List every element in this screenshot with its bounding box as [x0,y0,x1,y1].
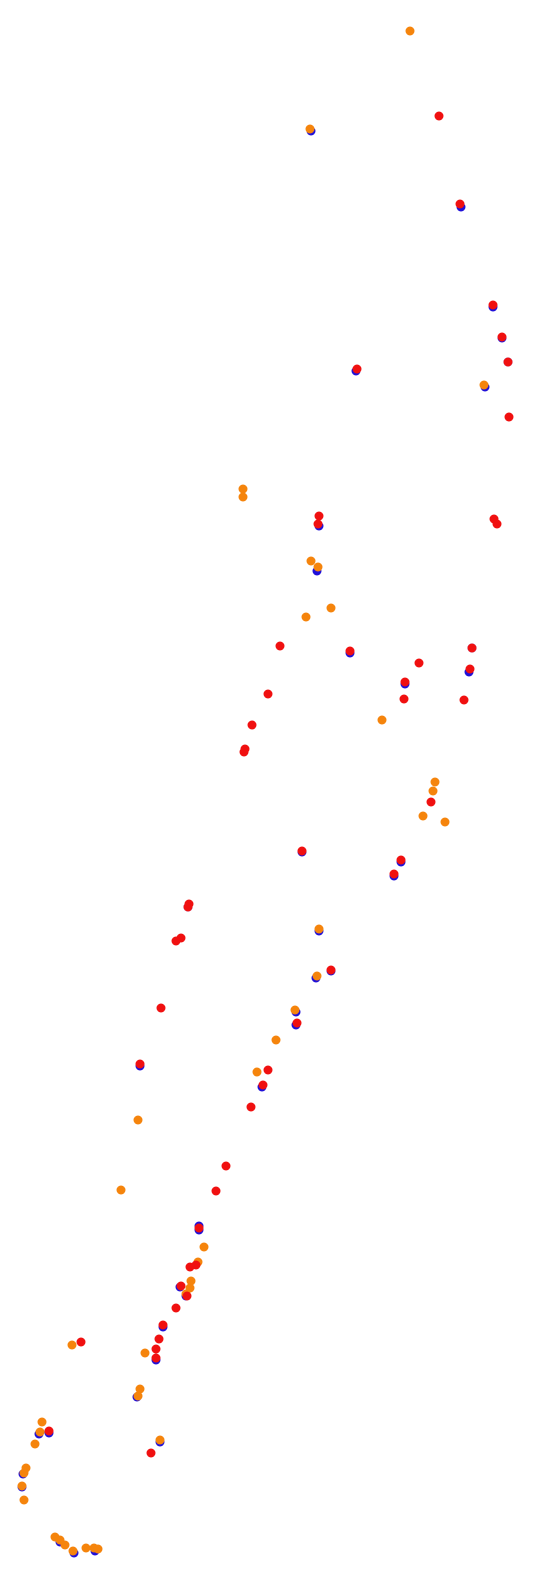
scatter-point [186,1276,196,1286]
scatter-point [135,1384,145,1394]
scatter-point [306,556,316,566]
scatter-point [396,855,406,865]
scatter-point [116,1185,126,1195]
scatter-point [305,124,315,134]
scatter-point [263,689,273,699]
scatter-point [263,1065,273,1075]
scatter-point [314,511,324,521]
scatter-point [440,817,450,827]
scatter-point [140,1348,150,1358]
scatter-point [292,1018,302,1028]
scatter-point [399,694,409,704]
scatter-point [252,1067,262,1077]
scatter-point [430,777,440,787]
scatter-point [158,1320,168,1330]
scatter-point [312,971,322,981]
scatter-point [238,484,248,494]
scatter-point [434,111,444,121]
scatter-point [247,720,257,730]
scatter-point [37,1417,47,1427]
scatter-point [17,1481,27,1491]
scatter-point [405,26,415,36]
scatter-point [504,412,514,422]
scatter-point [93,1544,103,1554]
scatter-point [459,695,469,705]
scatter-point [313,562,323,572]
scatter-point [301,612,311,622]
scatter-point [60,1540,70,1550]
scatter-point [182,1291,192,1301]
scatter-point [221,1161,231,1171]
scatter-point [326,603,336,613]
scatter-point [19,1468,29,1478]
scatter-point [479,380,489,390]
scatter-point [135,1059,145,1069]
scatter-point [211,1186,221,1196]
scatter-point [194,1223,204,1233]
scatter-point [155,1435,165,1445]
scatter-point [297,846,307,856]
scatter-point [352,364,362,374]
scatter-point [133,1391,143,1401]
scatter-point [133,1115,143,1125]
scatter-point [414,658,424,668]
scatter-point [239,747,249,757]
scatter-point [400,677,410,687]
scatter-point [271,1035,281,1045]
scatter-point [146,1448,156,1458]
scatter-point [326,965,336,975]
scatter-point [183,902,193,912]
scatter-point [426,797,436,807]
scatter-point [246,1102,256,1112]
scatter-point [19,1495,29,1505]
scatter-point [81,1543,91,1553]
scatter-point [492,519,502,529]
scatter-point [68,1546,78,1556]
scatter-point [44,1426,54,1436]
scatter-point [151,1353,161,1363]
scatter-point [191,1260,201,1270]
scatter-point [67,1340,77,1350]
scatter-point [35,1427,45,1437]
scatter-point [171,1303,181,1313]
scatter-point [465,664,475,674]
scatter-point [314,924,324,934]
scatter-point [199,1242,209,1252]
scatter-point [497,332,507,342]
scatter-point [258,1080,268,1090]
scatter-point [30,1439,40,1449]
scatter-point [238,492,248,502]
scatter-point [151,1344,161,1354]
scatter-point [503,357,513,367]
scatter-point [467,643,477,653]
scatter-point [171,936,181,946]
scatter-point [389,869,399,879]
scatter-point [313,519,323,529]
scatter-point [290,1005,300,1015]
scatter-point [377,715,387,725]
scatter-point [488,300,498,310]
scatter-point [275,641,285,651]
scatter-point [345,646,355,656]
scatter-point [418,811,428,821]
scatter-point [76,1337,86,1347]
scatter-point [176,1281,186,1291]
scatter-point [156,1003,166,1013]
scatter-point [455,199,465,209]
scatter-point [428,786,438,796]
scatter-point [154,1334,164,1344]
